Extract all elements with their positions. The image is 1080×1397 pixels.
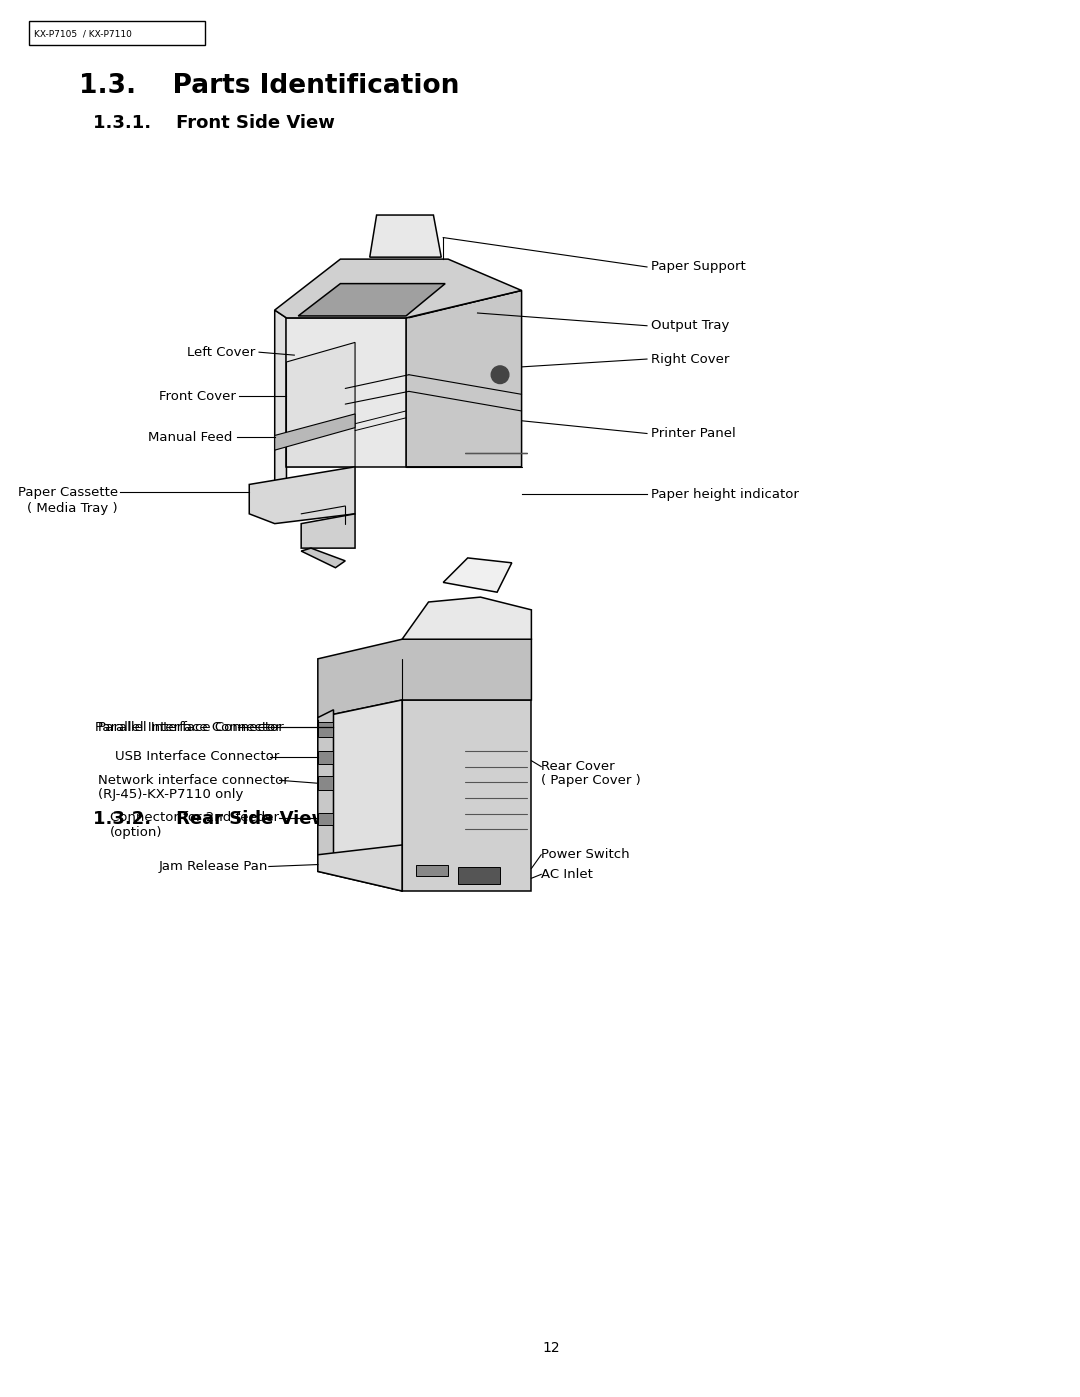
Text: Printer Panel: Printer Panel [651, 427, 735, 440]
Polygon shape [318, 845, 402, 891]
Polygon shape [318, 700, 402, 891]
Polygon shape [318, 710, 334, 872]
Text: Right Cover: Right Cover [651, 352, 729, 366]
Polygon shape [369, 215, 442, 257]
Text: USB Interface Connector: USB Interface Connector [116, 750, 280, 763]
Text: Manual Feed: Manual Feed [148, 430, 232, 444]
Polygon shape [286, 342, 355, 467]
Polygon shape [443, 557, 512, 592]
Text: (RJ-45)-KX-P7110 only: (RJ-45)-KX-P7110 only [98, 788, 244, 800]
Polygon shape [318, 752, 334, 764]
Polygon shape [274, 258, 522, 319]
Polygon shape [318, 813, 334, 826]
Text: Rear Cover: Rear Cover [541, 760, 615, 773]
Text: Parallel Interface Connector: Parallel Interface Connector [98, 721, 284, 733]
Text: Power Switch: Power Switch [541, 848, 630, 862]
Polygon shape [402, 597, 531, 640]
Text: (option): (option) [110, 826, 163, 838]
Text: 1.3.2.    Rear Side View: 1.3.2. Rear Side View [93, 810, 327, 827]
Text: AC Inlet: AC Inlet [541, 868, 593, 882]
Polygon shape [318, 777, 334, 791]
Text: Connector for 2nd feeder: Connector for 2nd feeder [110, 812, 279, 824]
Text: 1.3.    Parts Identification: 1.3. Parts Identification [79, 73, 459, 99]
Polygon shape [274, 310, 286, 499]
Polygon shape [402, 700, 531, 891]
Text: ( Paper Cover ): ( Paper Cover ) [541, 774, 640, 787]
Polygon shape [458, 866, 500, 884]
Polygon shape [318, 721, 334, 738]
Polygon shape [416, 865, 448, 876]
Text: 12: 12 [542, 1341, 559, 1355]
FancyBboxPatch shape [29, 21, 205, 45]
Text: Network interface connector: Network interface connector [98, 774, 289, 787]
Polygon shape [318, 640, 531, 718]
Polygon shape [249, 467, 355, 524]
Polygon shape [406, 291, 522, 467]
Text: 1.3.1.    Front Side View: 1.3.1. Front Side View [93, 115, 335, 133]
Text: Left Cover: Left Cover [187, 345, 255, 359]
Circle shape [491, 366, 509, 384]
Text: Jam Release Pan: Jam Release Pan [159, 861, 269, 873]
Text: Paper Cassette: Paper Cassette [18, 486, 118, 499]
Text: Paper Support: Paper Support [651, 260, 745, 274]
Text: Parallel Interface Connector: Parallel Interface Connector [95, 721, 281, 733]
Polygon shape [301, 514, 355, 548]
Text: ( Media Tray ): ( Media Tray ) [27, 503, 118, 515]
Polygon shape [274, 414, 355, 450]
Polygon shape [286, 319, 406, 467]
Text: Front Cover: Front Cover [159, 390, 235, 402]
Text: KX-P7105  / KX-P7110: KX-P7105 / KX-P7110 [33, 29, 132, 38]
Polygon shape [298, 284, 445, 316]
Text: Output Tray: Output Tray [651, 320, 729, 332]
Text: Paper height indicator: Paper height indicator [651, 488, 799, 500]
Polygon shape [301, 548, 346, 567]
